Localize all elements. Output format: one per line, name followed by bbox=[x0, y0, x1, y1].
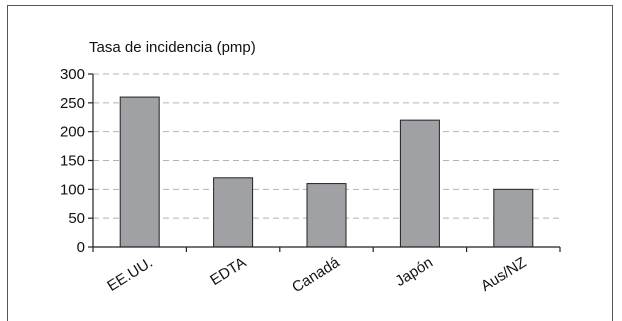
y-tick-label-50: 50 bbox=[68, 210, 85, 227]
y-tick-label-0: 0 bbox=[77, 239, 85, 256]
y-tick-label-100: 100 bbox=[60, 181, 85, 198]
bar-1 bbox=[119, 96, 160, 248]
chart-frame bbox=[7, 5, 613, 321]
x-tick-label-3: Canadá bbox=[289, 254, 343, 297]
bar-5 bbox=[493, 188, 534, 248]
y-tick-label-200: 200 bbox=[60, 124, 85, 141]
y-tick-label-300: 300 bbox=[60, 66, 85, 83]
x-tick-label-4: Japón bbox=[392, 254, 436, 290]
bar-4 bbox=[399, 119, 440, 248]
x-tick-label-1: EE.UU. bbox=[104, 254, 155, 295]
x-axis-labels: EE.UU. EDTA Canadá Japón Aus/NZ bbox=[104, 254, 529, 297]
bars bbox=[119, 96, 534, 248]
y-axis-ticks: 0 50 100 150 200 250 300 bbox=[60, 66, 93, 256]
x-tick-label-2: EDTA bbox=[207, 254, 249, 289]
y-tick-label-150: 150 bbox=[60, 153, 85, 170]
bar-2 bbox=[213, 177, 254, 248]
x-tick-label-5: Aus/NZ bbox=[478, 254, 529, 295]
bar-3 bbox=[306, 183, 347, 248]
chart-title: Tasa de incidencia (pmp) bbox=[89, 39, 256, 56]
y-tick-label-250: 250 bbox=[60, 95, 85, 112]
